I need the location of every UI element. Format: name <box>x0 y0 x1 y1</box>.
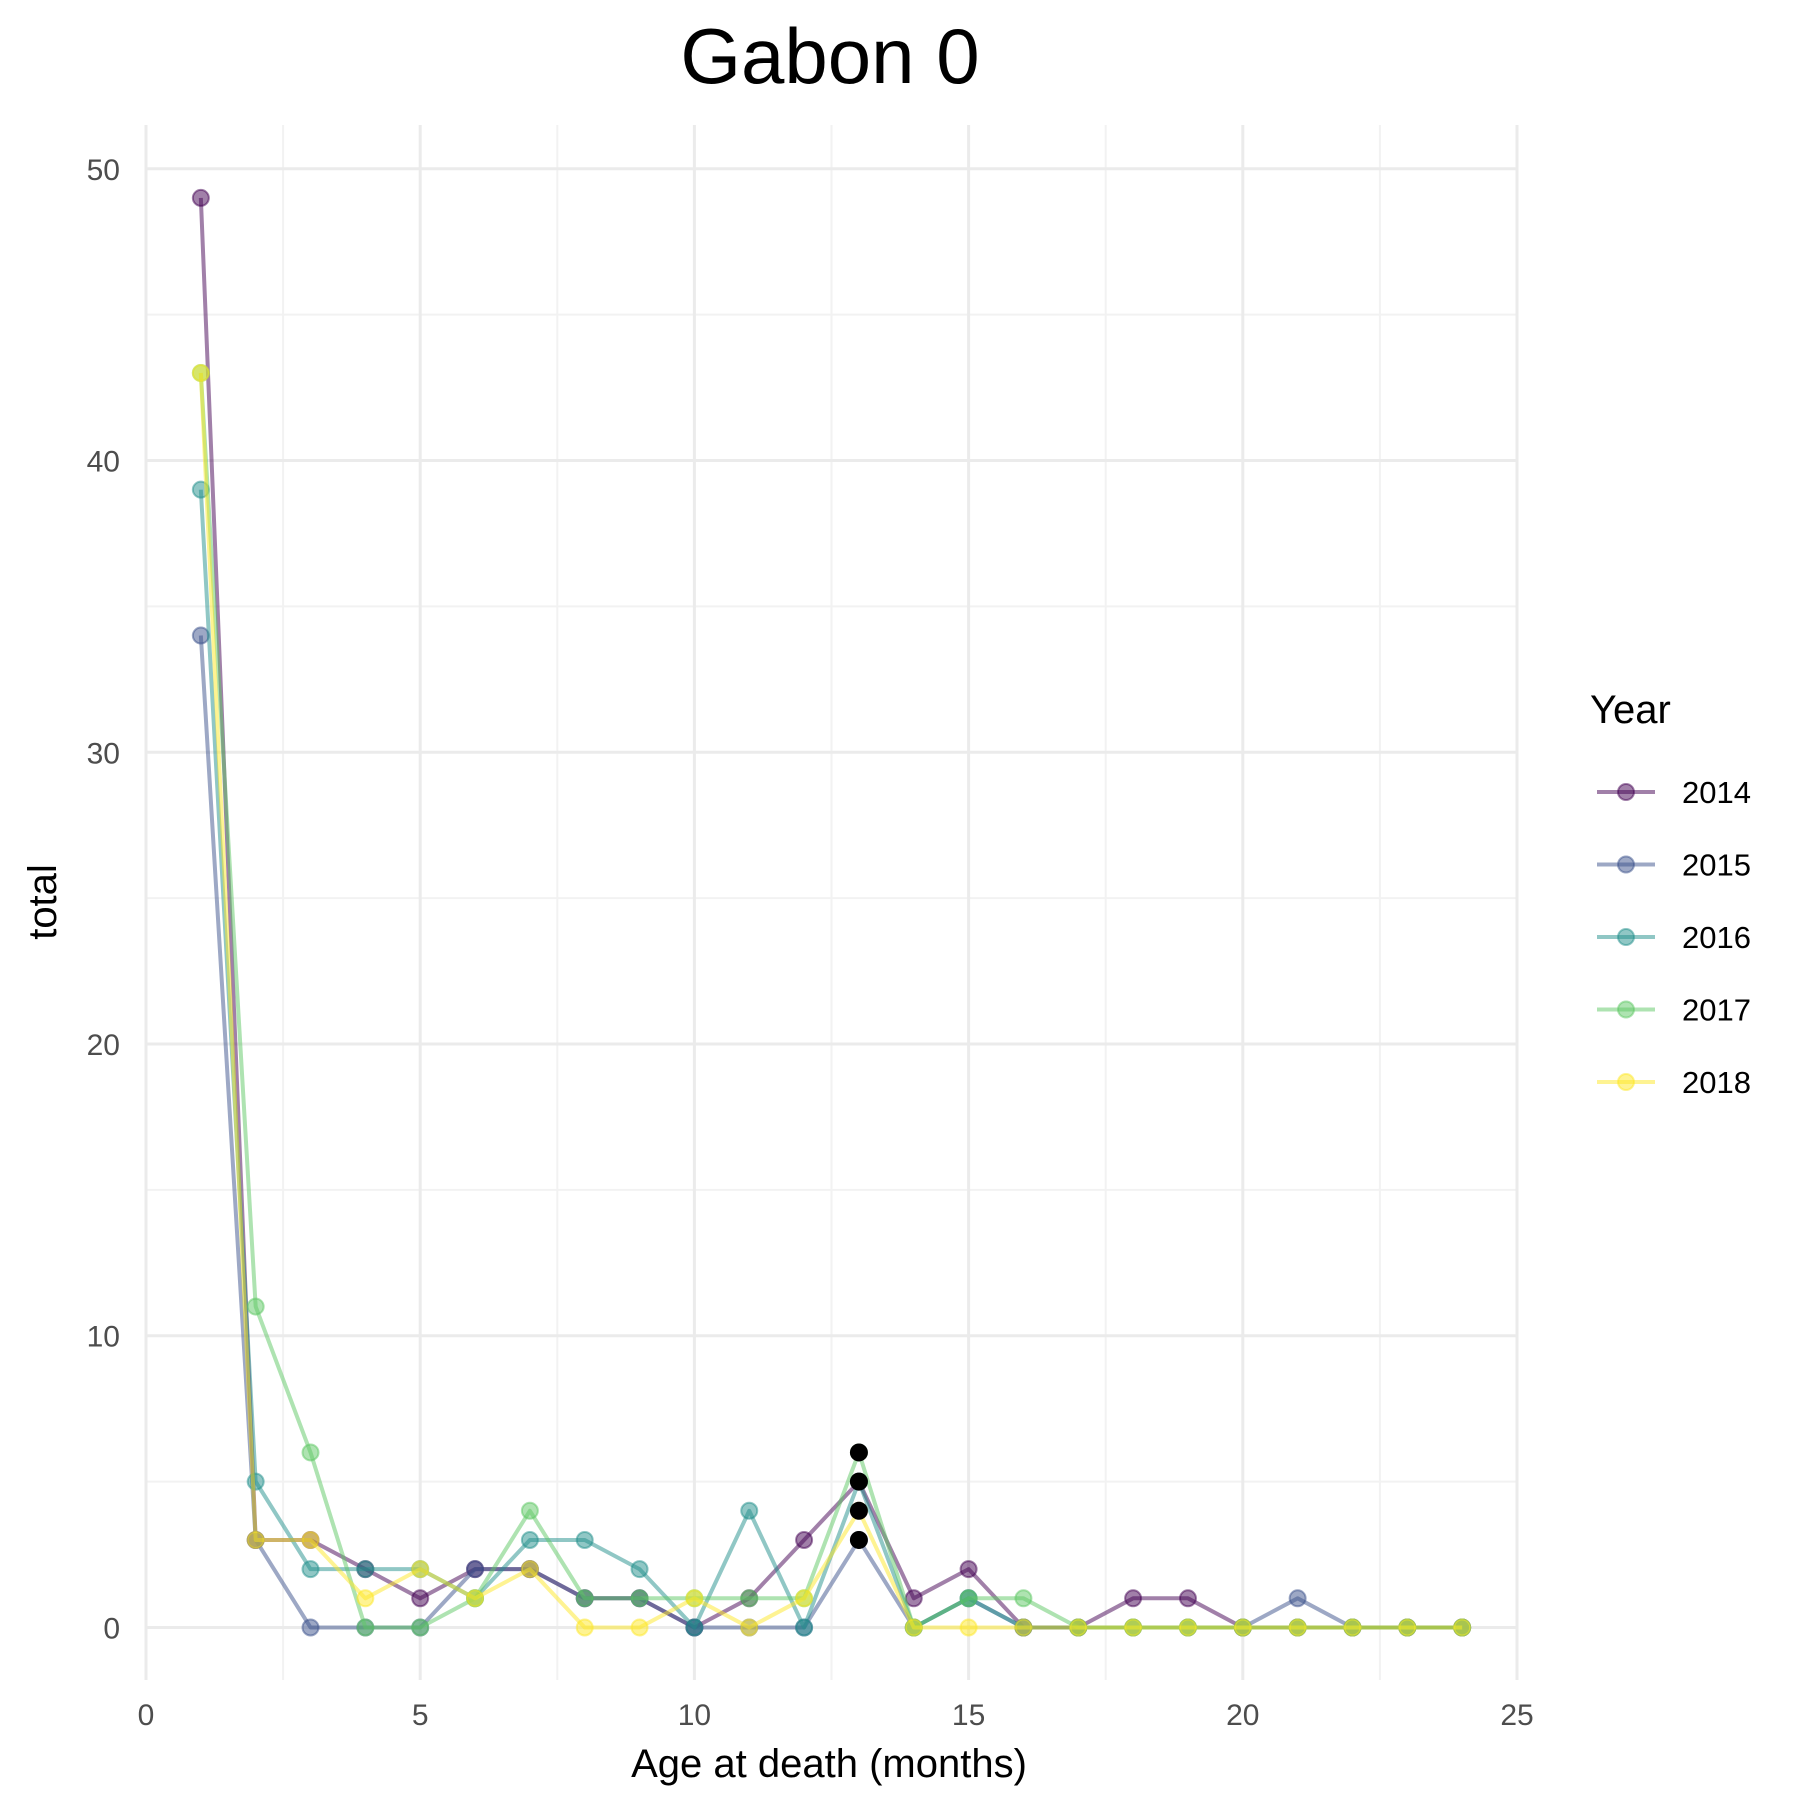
x-tick-label: 25 <box>1500 1699 1533 1732</box>
data-point <box>411 1560 430 1579</box>
y-tick-label: 50 <box>87 154 120 187</box>
data-point <box>575 1589 594 1608</box>
legend-label: 2018 <box>1682 1065 1751 1100</box>
y-tick-label: 40 <box>87 446 120 479</box>
data-point <box>685 1589 704 1608</box>
y-tick-label: 10 <box>87 1321 120 1354</box>
data-point <box>1069 1618 1088 1637</box>
data-point <box>1288 1618 1307 1637</box>
data-point <box>630 1618 649 1637</box>
data-point <box>959 1589 978 1608</box>
data-point <box>630 1589 649 1608</box>
data-point <box>356 1560 375 1579</box>
data-point <box>1124 1589 1143 1608</box>
legend-label: 2015 <box>1682 848 1751 883</box>
y-tick-label: 0 <box>103 1612 120 1645</box>
data-point <box>191 626 210 645</box>
data-point <box>1398 1618 1417 1637</box>
grid <box>144 125 1519 1680</box>
data-point <box>191 188 210 207</box>
data-point <box>356 1618 375 1637</box>
legend-item-2018: 2018 <box>1597 1065 1751 1100</box>
data-point <box>1014 1589 1033 1608</box>
data-point <box>795 1618 814 1637</box>
data-point <box>301 1530 320 1549</box>
legend-key-point <box>1617 1073 1635 1091</box>
legend-item-2016: 2016 <box>1597 920 1751 955</box>
y-tick-label: 30 <box>87 737 120 770</box>
data-point <box>246 1530 265 1549</box>
data-point <box>246 1297 265 1316</box>
data-point <box>520 1530 539 1549</box>
data-point <box>685 1618 704 1637</box>
data-point <box>520 1501 539 1520</box>
chart-title: Gabon 0 <box>680 12 979 100</box>
data-point <box>466 1560 485 1579</box>
x-tick-label: 15 <box>952 1699 985 1732</box>
legend-item-2014: 2014 <box>1597 775 1751 810</box>
data-point <box>795 1530 814 1549</box>
data-point <box>575 1530 594 1549</box>
data-point <box>1178 1618 1197 1637</box>
data-point <box>1014 1618 1033 1637</box>
data-point <box>575 1618 594 1637</box>
legend-key-point <box>1617 783 1635 801</box>
data-point <box>246 1472 265 1491</box>
x-tick-label: 5 <box>412 1699 429 1732</box>
highlight-point <box>849 1501 868 1520</box>
data-point <box>959 1560 978 1579</box>
data-point <box>411 1618 430 1637</box>
y-axis-title: total <box>21 864 65 940</box>
highlight-point <box>849 1530 868 1549</box>
data-point <box>1233 1618 1252 1637</box>
legend: Year 2014 2015 2016 2017 2018 <box>1590 688 1751 1100</box>
data-point <box>959 1618 978 1637</box>
legend-items: 2014 2015 2016 2017 2018 <box>1597 775 1751 1100</box>
legend-item-2017: 2017 <box>1597 993 1751 1028</box>
y-tick-labels: 0 10 20 30 40 50 <box>87 154 120 1646</box>
legend-label: 2016 <box>1682 920 1751 955</box>
data-point <box>1288 1589 1307 1608</box>
series-line <box>198 372 1463 1630</box>
data-point <box>191 363 210 382</box>
data-point <box>740 1618 759 1637</box>
legend-item-2015: 2015 <box>1597 848 1751 883</box>
x-tick-label: 20 <box>1226 1699 1259 1732</box>
x-tick-labels: 0 5 10 15 20 25 <box>138 1699 1534 1732</box>
data-point <box>356 1589 375 1608</box>
legend-label: 2014 <box>1682 775 1751 810</box>
data-point <box>1343 1618 1362 1637</box>
data-point <box>520 1560 539 1579</box>
data-point <box>904 1618 923 1637</box>
highlight-point <box>849 1443 868 1462</box>
legend-label: 2017 <box>1682 993 1751 1028</box>
legend-title: Year <box>1590 688 1671 732</box>
x-tick-label: 0 <box>138 1699 155 1732</box>
data-point <box>466 1589 485 1608</box>
legend-key-point <box>1617 855 1635 874</box>
data-point <box>1178 1589 1197 1608</box>
legend-key-point <box>1617 928 1635 946</box>
data-point <box>630 1560 649 1579</box>
data-point <box>740 1501 759 1520</box>
legend-key-point <box>1617 1000 1635 1019</box>
y-tick-label: 20 <box>87 1029 120 1062</box>
data-point <box>1124 1618 1143 1637</box>
data-point <box>411 1589 430 1608</box>
data-point <box>301 1618 320 1637</box>
data-point <box>1453 1618 1472 1637</box>
highlight-point <box>849 1472 868 1491</box>
data-point <box>740 1589 759 1608</box>
data-point <box>301 1560 320 1579</box>
x-axis-title: Age at death (months) <box>631 1742 1027 1786</box>
x-tick-label: 10 <box>678 1699 711 1732</box>
data-point <box>795 1589 814 1608</box>
data-point <box>301 1443 320 1462</box>
highlight-layer <box>849 1443 868 1549</box>
